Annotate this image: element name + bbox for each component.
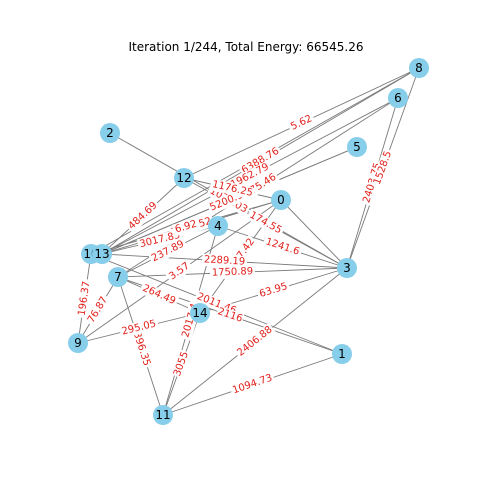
edge-weight-text: 196.37 <box>77 280 93 316</box>
node-circle[interactable] <box>347 137 367 157</box>
edge-label-11-1: 1094.73 <box>229 371 276 398</box>
edge-label-10-9: 196.37 <box>75 278 94 319</box>
node-circle[interactable] <box>409 58 429 78</box>
edge-label-background <box>201 253 248 269</box>
edge-label-14-3: 63.95 <box>256 280 291 301</box>
node-circle[interactable] <box>332 344 352 364</box>
node-label: 9 <box>74 336 82 350</box>
node-label: 8 <box>415 61 423 75</box>
edge-label-11-14: 3055 <box>171 349 192 379</box>
node-11[interactable]: 11 <box>153 405 173 425</box>
node-label: 6 <box>394 91 402 105</box>
node-7[interactable]: 7 <box>108 267 128 287</box>
edge-label-background <box>238 144 283 178</box>
edge-weight-text: 484.69 <box>126 200 159 232</box>
node-label: 2 <box>106 126 114 140</box>
node-label: 0 <box>277 193 285 207</box>
edge-label-background <box>209 265 256 280</box>
edge-label-background <box>118 317 160 339</box>
edge-label-background <box>75 278 94 319</box>
edge-weight-text: 2116 <box>216 306 244 325</box>
node-circle[interactable] <box>68 333 88 353</box>
edge-label-background <box>171 349 192 379</box>
node-label: 1 <box>338 347 346 361</box>
figure-title: Iteration 1/244, Total Energy: 66545.26 <box>128 40 363 54</box>
edge-label-background <box>262 235 303 259</box>
edge-weight-text: 2289.19 <box>204 254 246 267</box>
node-label: 13 <box>94 247 109 261</box>
edge-0-3 <box>280 199 348 269</box>
node-circle[interactable] <box>190 303 210 323</box>
node-2[interactable]: 2 <box>100 123 120 143</box>
node-circle[interactable] <box>153 405 173 425</box>
node-8[interactable]: 8 <box>409 58 429 78</box>
node-9[interactable]: 9 <box>68 333 88 353</box>
edge-label-background <box>138 281 180 309</box>
node-label: 11 <box>155 408 170 422</box>
edge-label-background <box>165 258 194 285</box>
edge-label-background <box>256 280 291 301</box>
edge-weight-text: 174.55 <box>248 210 284 237</box>
node-circle[interactable] <box>388 88 408 108</box>
edge-label-11-3: 2406.88 <box>233 322 277 361</box>
edge-label-0-10: 6.92 <box>171 217 201 237</box>
edge-label-12-13: 484.69 <box>124 198 162 234</box>
node-label: 5 <box>353 140 361 154</box>
edge-weight-text: 1094.73 <box>231 373 274 397</box>
edge-label-7-3: 1750.89 <box>209 265 256 280</box>
edge-label-0-9: 3.57 <box>165 258 194 285</box>
node-circle[interactable] <box>92 244 112 264</box>
edge-label-background <box>171 217 201 237</box>
node-circle[interactable] <box>271 190 291 210</box>
node-1[interactable]: 1 <box>332 344 352 364</box>
edge-label-13-3: 2289.19 <box>201 253 248 269</box>
node-label: 12 <box>176 171 191 185</box>
edge-label-background <box>124 198 162 234</box>
edge-weight-text: 2406.88 <box>235 324 274 358</box>
edge-weight-text: 1750.89 <box>212 266 254 279</box>
edge-label-background <box>370 147 396 189</box>
edge-label-background <box>287 111 316 135</box>
node-0[interactable]: 0 <box>271 190 291 210</box>
node-12[interactable]: 12 <box>174 168 194 188</box>
node-label: 3 <box>343 261 351 275</box>
edge-label-background <box>229 371 276 398</box>
node-label: 4 <box>214 219 222 233</box>
edge-label-background <box>136 228 184 252</box>
node-circle[interactable] <box>108 267 128 287</box>
edge-weight-text: 63.95 <box>258 281 289 300</box>
node-3[interactable]: 3 <box>337 258 357 278</box>
node-circle[interactable] <box>174 168 194 188</box>
edge-label-background <box>233 322 277 361</box>
edge-label-background <box>215 305 245 326</box>
edge-label-background <box>84 292 112 328</box>
node-6[interactable]: 6 <box>388 88 408 108</box>
edge-label-background <box>148 237 188 266</box>
node-5[interactable]: 5 <box>347 137 367 157</box>
edge-label-background <box>245 208 286 238</box>
node-13[interactable]: 13 <box>92 244 112 264</box>
edge-label-background <box>209 178 256 200</box>
node-label: 7 <box>114 270 122 284</box>
edge-label-background <box>227 160 273 192</box>
node-4[interactable]: 4 <box>208 216 228 236</box>
node-circle[interactable] <box>100 123 120 143</box>
node-circle[interactable] <box>208 216 228 236</box>
node-14[interactable]: 14 <box>190 303 210 323</box>
edge-weight-text: 3055 <box>172 350 191 378</box>
node-circle[interactable] <box>337 258 357 278</box>
node-label: 14 <box>192 306 207 320</box>
edge-label-12-3: 174.55 <box>245 208 286 238</box>
